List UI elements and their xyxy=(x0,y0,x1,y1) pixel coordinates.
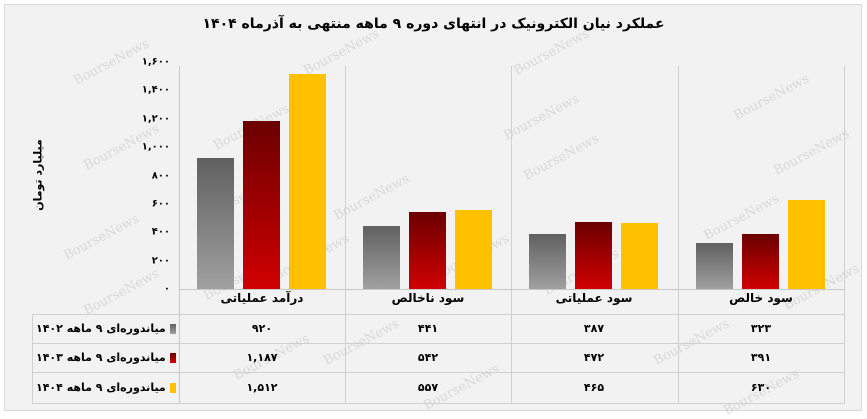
y-axis-line xyxy=(179,66,180,404)
bar xyxy=(696,243,733,289)
legend-swatch-red-icon xyxy=(169,352,176,363)
y-tick-label: ۲۰۰ xyxy=(151,255,170,267)
category-label-gross-profit: سود ناخالص xyxy=(391,291,465,305)
bar xyxy=(363,226,400,289)
table-cell: ۹۲۰ xyxy=(251,322,273,335)
table-cell: ۴۷۲ xyxy=(583,351,605,364)
x-axis-baseline xyxy=(179,289,844,290)
y-tick-label: ۰ xyxy=(163,283,170,295)
legend-label: میاندوره‌ای ۹ ماهه ۱۴۰۳ xyxy=(36,351,166,364)
bar xyxy=(575,222,612,289)
bar xyxy=(455,209,492,289)
table-cell: ۳۲۳ xyxy=(750,322,772,335)
y-tick-label: ۱,۰۰۰ xyxy=(141,141,170,153)
bar xyxy=(289,74,326,289)
plot-right-border xyxy=(844,66,845,404)
bar xyxy=(243,120,280,289)
legend-label: میاندوره‌ای ۹ ماهه ۱۴۰۲ xyxy=(36,322,166,335)
bar xyxy=(742,233,779,289)
chart-title: عملکرد نیان الکترونیک در انتهای دوره ۹ م… xyxy=(202,16,665,32)
table-cell: ۱,۱۸۷ xyxy=(246,351,278,364)
table-cell: ۵۵۷ xyxy=(417,381,439,394)
legend-swatch-gray-icon xyxy=(169,323,176,334)
table-row-line xyxy=(32,314,844,315)
bar xyxy=(621,223,658,289)
legend-row-1404: میاندوره‌ای ۹ ماهه ۱۴۰۴ xyxy=(36,373,176,402)
legend-label: میاندوره‌ای ۹ ماهه ۱۴۰۴ xyxy=(36,381,166,394)
table-row-line xyxy=(32,372,844,373)
category-divider xyxy=(511,66,512,404)
y-tick-label: ۱,۴۰۰ xyxy=(141,84,170,96)
table-left-border xyxy=(32,314,33,404)
category-label-operating-profit: سود عملیاتی xyxy=(555,291,633,305)
y-axis-label: میلیارد تومان xyxy=(31,139,45,211)
table-row-line xyxy=(32,403,844,404)
table-cell: ۳۸۷ xyxy=(583,322,605,335)
category-divider xyxy=(345,66,346,404)
category-label-revenue: درآمد عملیاتی xyxy=(220,291,304,305)
table-cell: ۵۴۲ xyxy=(417,351,439,364)
legend-row-1403: میاندوره‌ای ۹ ماهه ۱۴۰۳ xyxy=(36,343,176,372)
legend-row-1402: میاندوره‌ای ۹ ماهه ۱۴۰۲ xyxy=(36,314,176,343)
y-tick-label: ۱,۶۰۰ xyxy=(141,56,170,68)
legend-swatch-yellow-icon xyxy=(169,382,176,393)
table-cell: ۴۴۱ xyxy=(417,322,439,335)
bar xyxy=(788,199,825,289)
category-label-net-profit: سود خالص xyxy=(729,291,793,305)
table-cell: ۳۹۱ xyxy=(750,351,772,364)
table-cell: ۴۶۵ xyxy=(583,381,605,394)
table-cell: ۱,۵۱۲ xyxy=(246,381,278,394)
bar xyxy=(409,212,446,289)
table-row-line xyxy=(32,343,844,344)
y-tick-label: ۱,۲۰۰ xyxy=(141,113,170,125)
bar xyxy=(197,158,234,289)
bar xyxy=(529,234,566,289)
y-tick-label: ۴۰۰ xyxy=(151,226,170,238)
y-tick-label: ۶۰۰ xyxy=(151,198,170,210)
table-cell: ۶۳۰ xyxy=(750,381,772,394)
y-tick-label: ۸۰۰ xyxy=(151,170,170,181)
category-divider xyxy=(678,66,679,404)
